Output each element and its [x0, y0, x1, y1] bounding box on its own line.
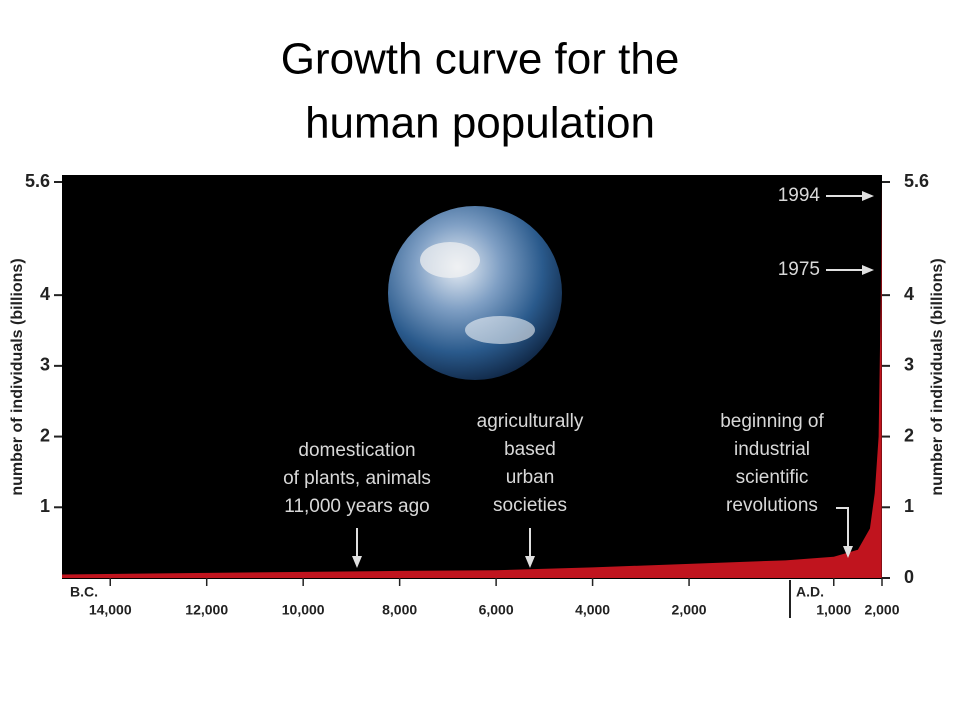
x-tick-label: 1,000 — [816, 602, 851, 618]
earth-image — [388, 206, 562, 380]
title-line: Growth curve for the — [281, 35, 680, 84]
annotation: societies — [493, 495, 567, 516]
annotation: beginning of — [720, 411, 824, 432]
annotation: of plants, animals — [283, 468, 431, 489]
annotation: scientific — [736, 467, 809, 488]
x-tick-label: 4,000 — [575, 602, 610, 618]
arrow-head — [862, 265, 874, 275]
annotation: 1975 — [778, 259, 820, 280]
x-tick-label: 6,000 — [479, 602, 514, 618]
annotation: based — [504, 439, 556, 460]
x-tick-label: 2,000 — [864, 602, 899, 618]
earth-cloud — [420, 242, 480, 278]
y2-axis-label: number of individuals (billions) — [929, 258, 946, 495]
annotation: urban — [506, 467, 555, 488]
x-tick-label: 14,000 — [89, 602, 132, 618]
annotation: agriculturally — [477, 411, 584, 432]
earth-cloud — [465, 316, 535, 344]
y-tick-label: 3 — [40, 355, 50, 375]
y-tick-label: 1 — [40, 496, 50, 516]
era-label: B.C. — [70, 584, 98, 600]
y-tick-label: 2 — [40, 425, 50, 445]
annotation: revolutions — [726, 495, 818, 516]
annotation: 1994 — [778, 185, 821, 206]
era-label: A.D. — [796, 584, 824, 600]
y2-tick-label: 4 — [904, 284, 914, 304]
y2-tick-label: 2 — [904, 425, 914, 445]
x-tick-label: 10,000 — [282, 602, 325, 618]
x-tick-label: 12,000 — [185, 602, 228, 618]
y2-tick-label: 1 — [904, 496, 914, 516]
y2-tick-label: 5.6 — [904, 171, 929, 191]
y2-tick-label: 0 — [904, 567, 914, 587]
title-line: human population — [305, 99, 655, 148]
arrow-head — [352, 556, 362, 568]
arrow-head — [862, 191, 874, 201]
arrow-head — [525, 556, 535, 568]
y-tick-label: 4 — [40, 284, 50, 304]
x-tick-label: 8,000 — [382, 602, 417, 618]
arrow-head — [843, 546, 853, 558]
annotation: 11,000 years ago — [284, 496, 429, 517]
y-axis-label: number of individuals (billions) — [9, 258, 26, 495]
x-tick-label: 2,000 — [672, 602, 707, 618]
annotation: industrial — [734, 439, 810, 460]
y2-tick-label: 3 — [904, 355, 914, 375]
annotation: domestication — [298, 440, 415, 461]
y-tick-label: 5.6 — [25, 171, 50, 191]
annotation-arrow — [836, 507, 849, 552]
